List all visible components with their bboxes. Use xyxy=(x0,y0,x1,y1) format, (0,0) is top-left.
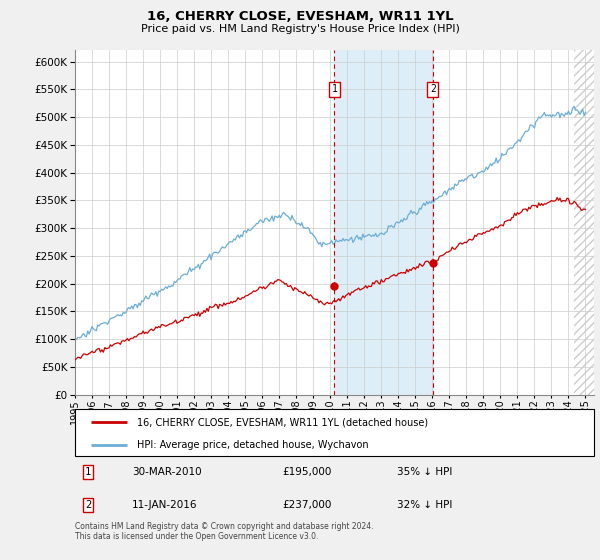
Text: 16, CHERRY CLOSE, EVESHAM, WR11 1YL: 16, CHERRY CLOSE, EVESHAM, WR11 1YL xyxy=(146,10,454,22)
Text: HPI: Average price, detached house, Wychavon: HPI: Average price, detached house, Wych… xyxy=(137,440,369,450)
Text: 30-MAR-2010: 30-MAR-2010 xyxy=(132,467,202,477)
Text: Price paid vs. HM Land Registry's House Price Index (HPI): Price paid vs. HM Land Registry's House … xyxy=(140,24,460,34)
Text: £195,000: £195,000 xyxy=(283,467,332,477)
Text: 11-JAN-2016: 11-JAN-2016 xyxy=(132,500,197,510)
Bar xyxy=(334,50,433,395)
Text: 1: 1 xyxy=(331,85,337,94)
Text: 2: 2 xyxy=(85,500,91,510)
Text: 2: 2 xyxy=(430,85,436,94)
Bar xyxy=(574,50,594,395)
Text: £237,000: £237,000 xyxy=(283,500,332,510)
Text: 35% ↓ HPI: 35% ↓ HPI xyxy=(397,467,452,477)
Text: Contains HM Land Registry data © Crown copyright and database right 2024.
This d: Contains HM Land Registry data © Crown c… xyxy=(75,522,373,542)
Text: 16, CHERRY CLOSE, EVESHAM, WR11 1YL (detached house): 16, CHERRY CLOSE, EVESHAM, WR11 1YL (det… xyxy=(137,417,428,427)
Text: 32% ↓ HPI: 32% ↓ HPI xyxy=(397,500,452,510)
FancyBboxPatch shape xyxy=(75,409,594,456)
Bar xyxy=(574,50,594,395)
Text: 1: 1 xyxy=(85,467,91,477)
